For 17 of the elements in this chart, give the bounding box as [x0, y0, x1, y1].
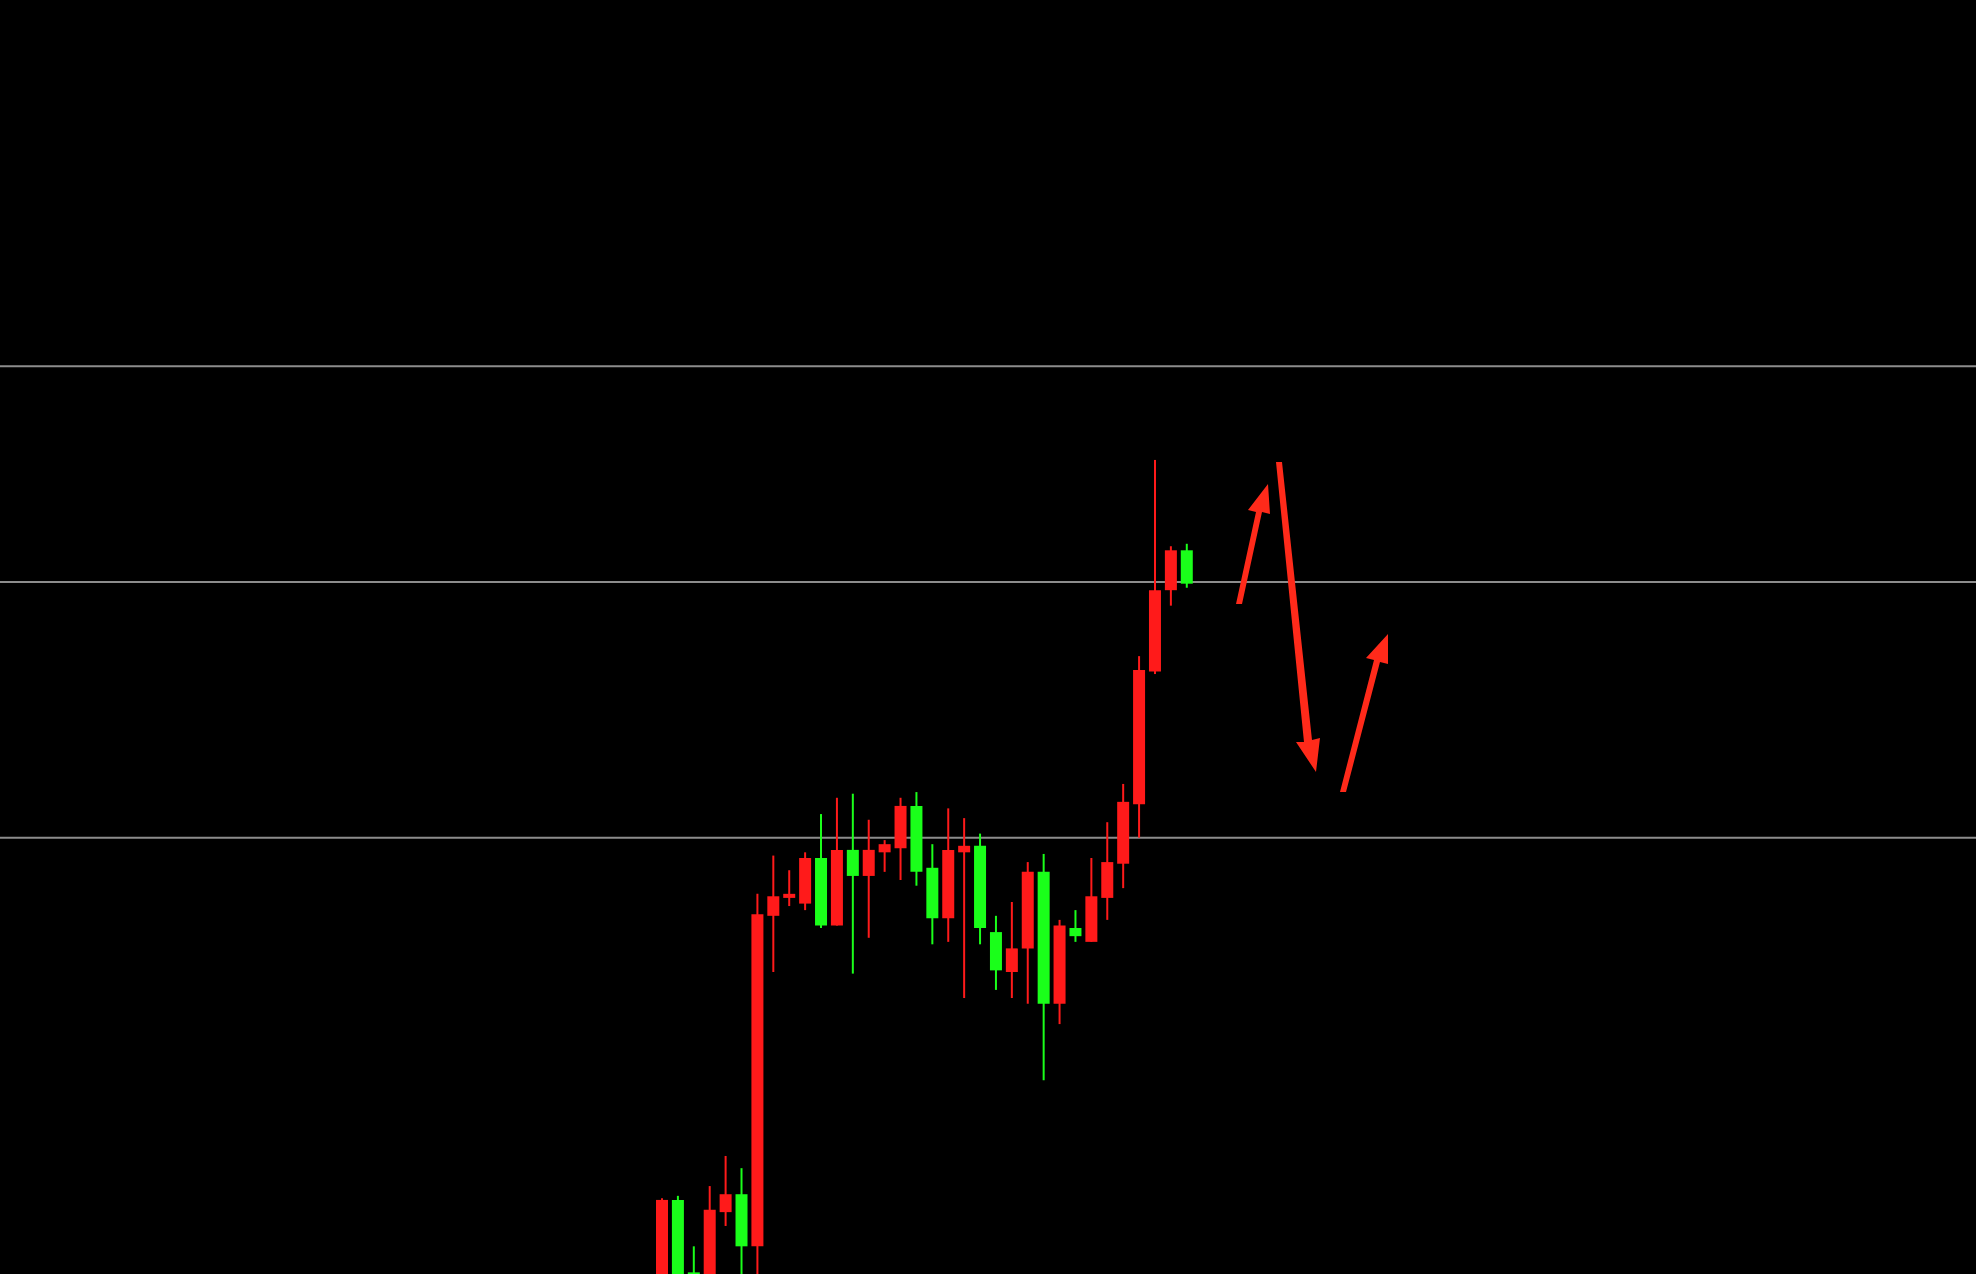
candlestick	[687, 1245, 700, 1274]
candlestick	[1069, 909, 1082, 943]
candlestick	[846, 792, 859, 975]
candlestick	[1180, 542, 1193, 589]
candlestick	[1085, 857, 1098, 943]
candlestick	[958, 817, 971, 1000]
candlestick	[799, 851, 812, 912]
candlestick	[1164, 545, 1177, 607]
candlestick	[1005, 900, 1018, 1000]
candlestick	[862, 818, 875, 939]
candlestick	[719, 1154, 732, 1227]
candlestick	[783, 869, 796, 908]
candlestick	[1101, 821, 1114, 921]
candlestick	[878, 839, 891, 873]
candlestick	[989, 914, 1002, 991]
candlestick	[767, 854, 780, 973]
candlestick	[894, 796, 907, 881]
